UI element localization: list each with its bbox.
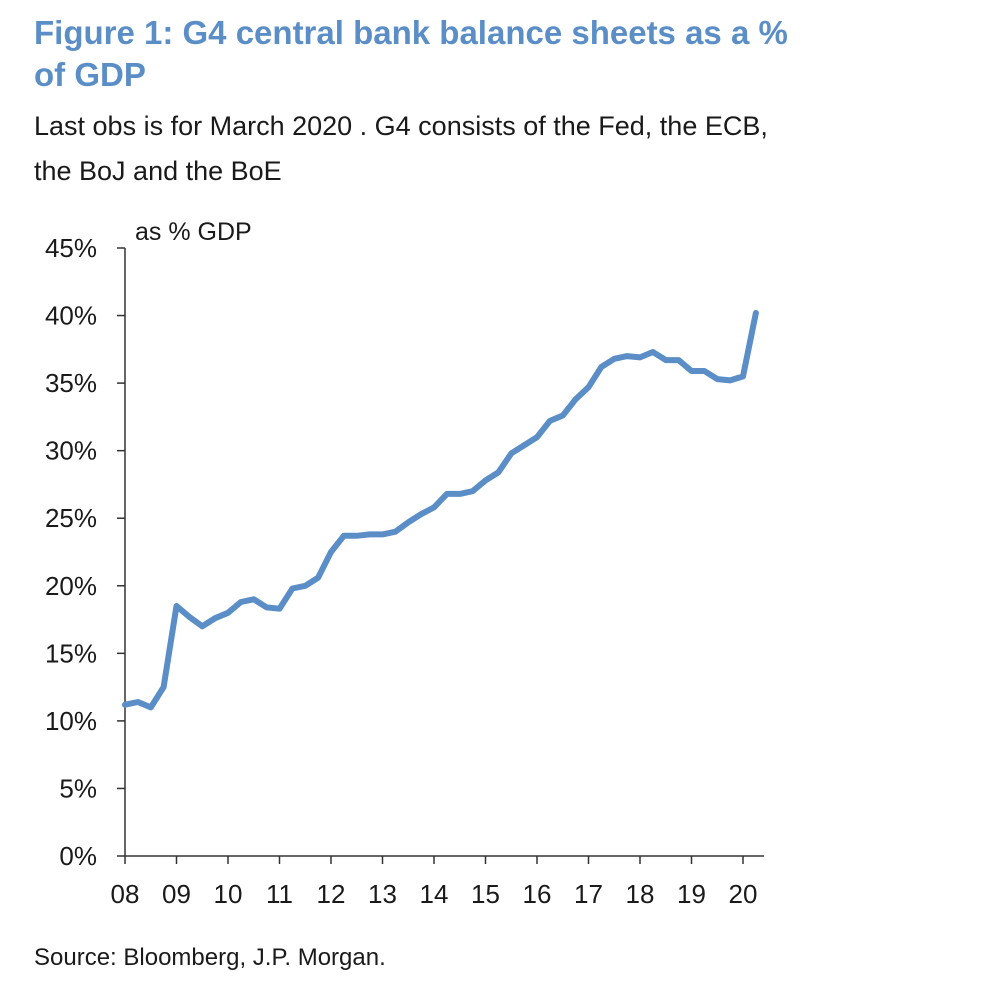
- line-chart: as % GDP 0% 5% 10% 15% 20% 25% 30% 35% 40% 45% 08…: [45, 218, 764, 909]
- x-tick-label: 15: [471, 879, 500, 909]
- x-tick-label: 16: [523, 879, 552, 909]
- x-tick-label: 13: [368, 879, 397, 909]
- chart-subtitle: Last obs is for March 2020 . G4 consists…: [34, 111, 768, 186]
- y-tick-label: 30%: [45, 436, 97, 466]
- y-tick-label: 20%: [45, 571, 97, 601]
- x-ticks: 08 09 10 11 12 13 14 15 16 17 18 19 20: [111, 856, 758, 909]
- x-tick-label: 17: [574, 879, 603, 909]
- y-tick-label: 40%: [45, 301, 97, 331]
- x-tick-label: 08: [111, 879, 140, 909]
- y-axis-label: as % GDP: [135, 218, 252, 246]
- y-tick-label: 15%: [45, 638, 97, 668]
- x-tick-label: 18: [626, 879, 655, 909]
- y-tick-label: 45%: [45, 233, 97, 263]
- y-tick-label: 35%: [45, 368, 97, 398]
- y-ticks: 0% 5% 10% 15% 20% 25% 30% 35% 40% 45%: [45, 233, 125, 871]
- series-line: [122, 309, 759, 711]
- chart-title: Figure 1: G4 central bank balance sheets…: [34, 14, 788, 93]
- x-tick-label: 19: [677, 879, 706, 909]
- y-tick-label: 0%: [59, 841, 97, 871]
- x-tick-label: 14: [420, 879, 449, 909]
- x-tick-label: 20: [729, 879, 758, 909]
- y-tick-label: 25%: [45, 503, 97, 533]
- source-note: Source: Bloomberg, J.P. Morgan.: [34, 944, 386, 971]
- x-tick-label: 10: [214, 879, 243, 909]
- x-tick-label: 09: [162, 879, 191, 909]
- x-tick-label: 11: [266, 879, 293, 909]
- x-tick-label: 12: [317, 879, 346, 909]
- y-tick-label: 5%: [59, 773, 97, 803]
- y-tick-label: 10%: [45, 706, 97, 736]
